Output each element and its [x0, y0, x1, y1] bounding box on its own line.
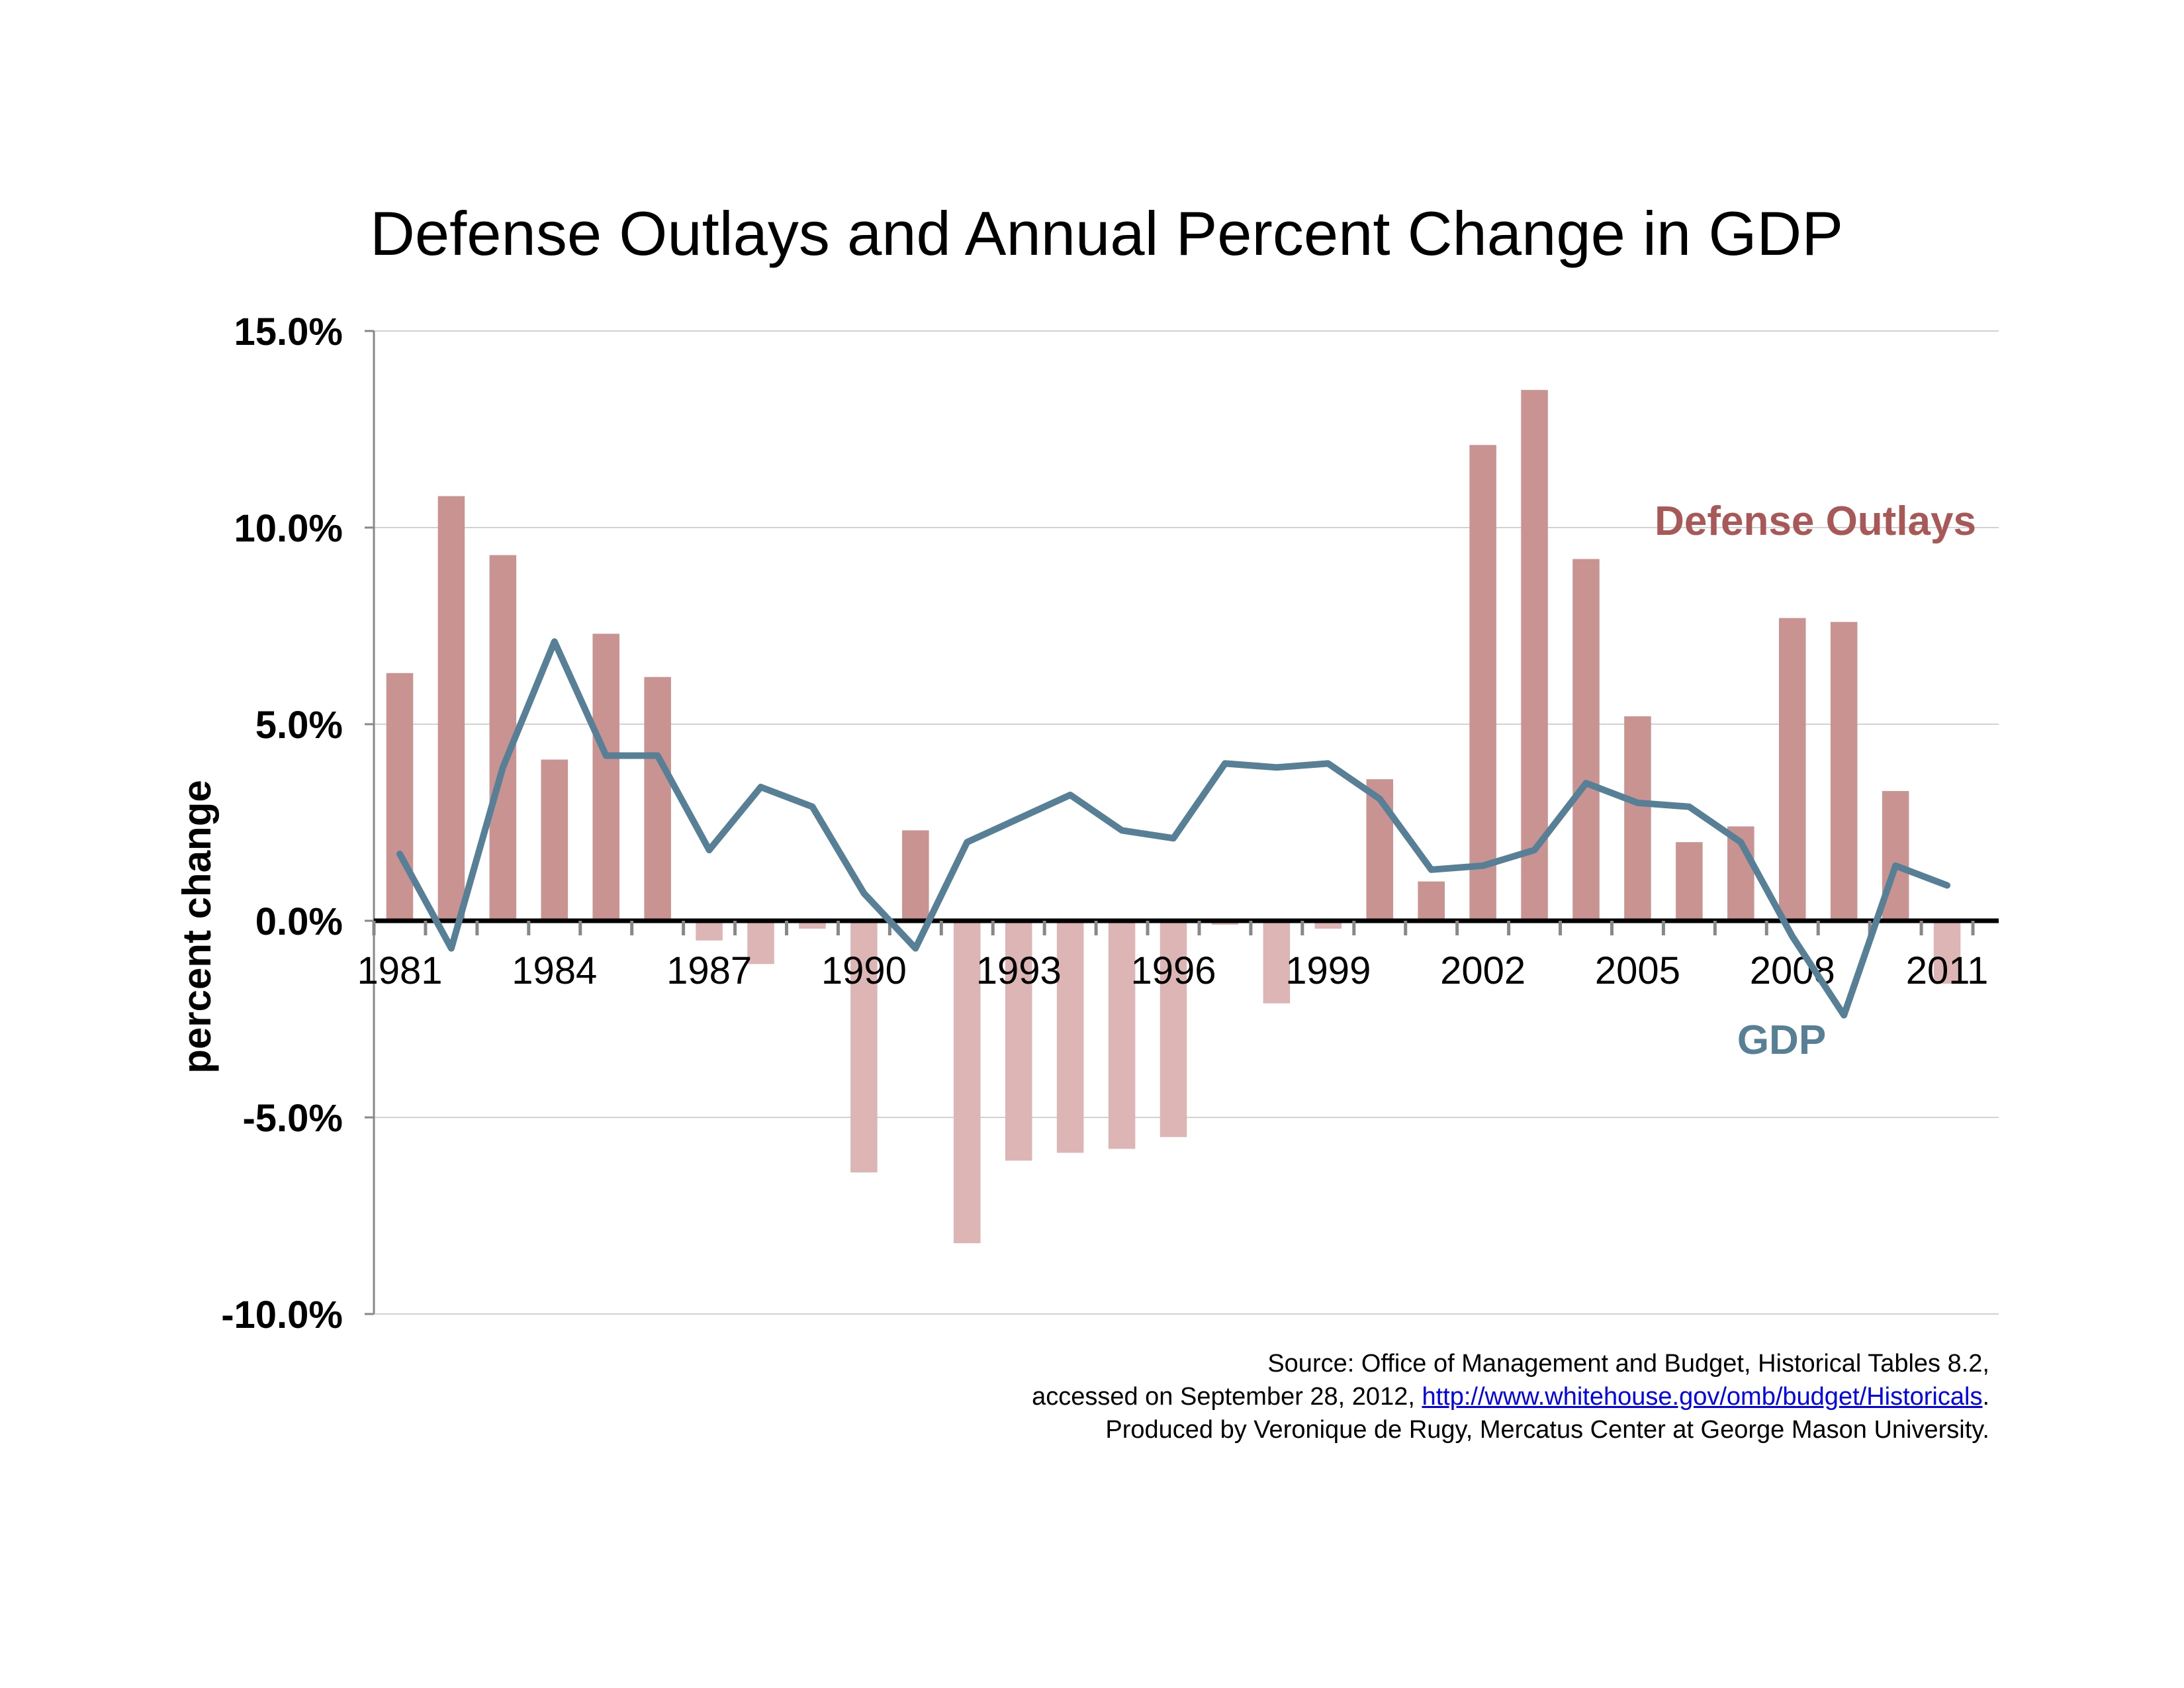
y-axis-ticks: 15.0% 10.0% 5.0% 0.0% -5.0% -10.0%	[221, 310, 374, 1336]
defense-bar	[437, 496, 465, 921]
defense-bar	[1469, 445, 1496, 921]
gdp-point	[605, 755, 607, 757]
gdp-point	[1018, 818, 1020, 820]
x-tick-label: 2011	[1906, 949, 1989, 992]
source-line-2-prefix: accessed on September 28, 2012,	[1032, 1383, 1422, 1411]
gdp-point	[1585, 782, 1587, 784]
source-line-2-suffix: .	[1982, 1383, 1989, 1411]
source-line-3: Produced by Veronique de Rugy, Mercatus …	[1105, 1416, 1989, 1444]
gdp-point	[1843, 1014, 1845, 1016]
gdp-line-series	[396, 638, 1951, 1019]
defense-bar	[644, 677, 671, 921]
gdp-point	[708, 849, 710, 851]
gdp-point	[398, 853, 400, 855]
defense-bar	[696, 921, 723, 941]
source-line-2: accessed on September 28, 2012, http://w…	[1032, 1380, 1989, 1413]
defense-bar	[1778, 618, 1806, 921]
gdp-point	[915, 947, 917, 949]
defense-outlays-label: Defense Outlays	[1655, 498, 1976, 544]
defense-bar	[592, 633, 619, 921]
gdp-point	[553, 641, 555, 643]
gdp-point	[1895, 865, 1897, 867]
gdp-point	[760, 786, 762, 788]
gdp-point	[1792, 935, 1794, 937]
gdp-point	[450, 947, 452, 949]
defense-bar	[1933, 921, 1961, 984]
defense-bar	[386, 673, 414, 921]
defense-bar	[954, 921, 981, 1244]
x-tick-label: 1984	[512, 949, 597, 992]
x-axis-ticks: 1981 1984 1987 1990 1993 1996 1999 2002 2005 2008…	[357, 921, 1988, 992]
y-axis-label: percent change	[175, 780, 219, 1073]
y-tick-label: -10.0%	[221, 1293, 343, 1336]
y-tick-label: 10.0%	[234, 507, 343, 550]
x-tick-label: 1993	[976, 949, 1062, 992]
gdp-point	[1430, 868, 1432, 870]
defense-bar	[1056, 921, 1084, 1153]
gdp-label: GDP	[1737, 1017, 1826, 1063]
defense-bar	[1572, 559, 1600, 921]
source-note: Source: Office of Management and Budget,…	[1032, 1347, 1989, 1446]
gdp-point	[1224, 763, 1226, 765]
defense-bar	[1418, 881, 1445, 921]
source-line-1: Source: Office of Management and Budget,…	[1267, 1350, 1989, 1378]
gdp-point	[1482, 865, 1484, 867]
defense-bar	[747, 921, 774, 964]
x-tick-label: 1999	[1285, 949, 1371, 992]
y-tick-label: 5.0%	[255, 704, 343, 747]
y-tick-label: -5.0%	[242, 1097, 343, 1140]
x-tick-label: 1996	[1131, 949, 1216, 992]
gdp-point	[657, 755, 659, 757]
x-tick-label: 2002	[1440, 949, 1525, 992]
gdp-point	[1740, 841, 1742, 843]
gdp-point	[811, 806, 813, 808]
defense-bar	[1830, 622, 1858, 921]
axes	[373, 331, 1999, 1314]
defense-bar	[1314, 921, 1342, 929]
gdp-point	[1379, 798, 1381, 800]
defense-bar	[1676, 842, 1703, 921]
y-tick-label: 15.0%	[234, 310, 343, 353]
gdp-point	[1121, 829, 1123, 831]
defense-bar	[1160, 921, 1187, 1137]
gdp-point	[966, 841, 968, 843]
defense-bar	[850, 921, 878, 1173]
x-tick-label: 1987	[666, 949, 752, 992]
gdp-point	[502, 767, 504, 769]
gdp-point	[1327, 763, 1329, 765]
x-tick-label: 1981	[357, 949, 442, 992]
gdp-point	[1173, 837, 1175, 839]
defense-bar	[1263, 921, 1291, 1004]
source-link[interactable]: http://www.whitehouse.gov/omb/budget/His…	[1422, 1383, 1983, 1411]
gdp-point	[1637, 802, 1639, 804]
x-tick-label: 2005	[1595, 949, 1680, 992]
defense-bar	[799, 921, 826, 929]
defense-bar	[1624, 716, 1651, 921]
defense-bar	[1521, 390, 1548, 921]
gdp-point	[1275, 767, 1277, 769]
gdp-point	[1688, 806, 1690, 808]
gdp-point	[1069, 794, 1071, 796]
defense-bar	[1108, 921, 1136, 1149]
gdp-point	[1533, 849, 1535, 851]
x-tick-label: 1990	[821, 949, 907, 992]
defense-bar	[541, 759, 569, 921]
gdp-point	[1946, 884, 1948, 886]
y-tick-label: 0.0%	[255, 900, 343, 943]
defense-bar	[1005, 921, 1032, 1161]
defense-bar	[902, 830, 929, 921]
gdp-point	[863, 892, 865, 894]
chart-title: Defense Outlays and Annual Percent Chang…	[370, 199, 1843, 268]
